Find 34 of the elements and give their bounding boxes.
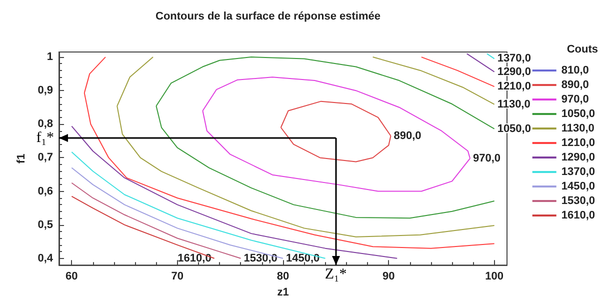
- chart-title: Contours de la surface de réponse estimée: [156, 10, 380, 22]
- y-tick-label: 0,6: [38, 185, 53, 198]
- legend-label: 1610,0: [561, 210, 596, 222]
- legend-label: 1370,0: [561, 166, 596, 178]
- ref-line-label: Z₁*: [324, 266, 347, 283]
- legend-label: 1450,0: [561, 180, 596, 192]
- x-tick-label: 80: [276, 270, 290, 283]
- x-tick-label: 100: [485, 270, 504, 283]
- legend-label: 970,0: [561, 94, 589, 106]
- legend-label: 1130,0: [561, 122, 594, 134]
- legend-label: 1210,0: [561, 137, 596, 149]
- legend-label: 1530,0: [561, 195, 596, 207]
- legend-label: 1050,0: [561, 108, 596, 120]
- y-tick-label: 0,5: [38, 218, 53, 231]
- annotation: 970,0: [473, 152, 501, 164]
- ref-line-label: f₁*: [36, 130, 54, 146]
- x-tick-label: 60: [66, 270, 78, 283]
- y-axis-title: f1: [15, 154, 28, 164]
- y-tick-label: 1: [46, 51, 53, 64]
- x-tick-label: 70: [171, 270, 184, 283]
- annotation: 1450,0: [286, 252, 320, 264]
- x-tick-label: 90: [382, 270, 395, 283]
- legend-label: 1290,0: [561, 152, 596, 164]
- legend-title: Couts: [566, 44, 598, 56]
- annotation: 890,0: [394, 130, 422, 142]
- legend-label: 890,0: [561, 79, 589, 91]
- y-tick-label: 0,9: [38, 84, 53, 97]
- y-tick-label: 0,4: [38, 252, 54, 264]
- x-axis-title: z1: [277, 286, 289, 298]
- annotation: 1530,0: [244, 252, 278, 264]
- y-tick-label: 0,8: [38, 118, 53, 130]
- annotation: 1610,0: [178, 252, 212, 264]
- y-tick-label: 0,7: [38, 152, 53, 164]
- legend-label: 810,0: [561, 64, 589, 76]
